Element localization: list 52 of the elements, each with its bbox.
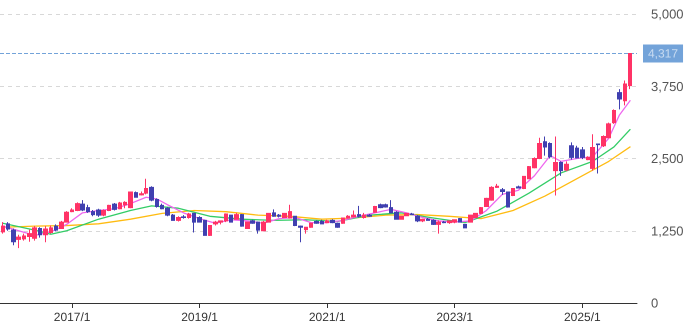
candlestick bbox=[181, 214, 186, 220]
x-tick-label: 2019/1 bbox=[181, 310, 218, 324]
candlestick bbox=[234, 212, 239, 220]
candlestick bbox=[373, 205, 377, 214]
candlestick bbox=[458, 218, 462, 224]
candlestick bbox=[516, 185, 521, 190]
x-tick-label: 2017/1 bbox=[54, 310, 91, 324]
candlestick bbox=[442, 220, 446, 224]
candlestick bbox=[176, 216, 181, 222]
line-series bbox=[2, 146, 631, 228]
candlestick bbox=[54, 224, 58, 232]
y-tick-label: 0 bbox=[651, 296, 658, 310]
y-tick-label: 1,250 bbox=[651, 223, 684, 238]
candlestick bbox=[436, 220, 441, 234]
candlestick bbox=[6, 222, 10, 232]
line-series bbox=[2, 100, 631, 236]
candlestick bbox=[325, 219, 329, 224]
x-tick-label: 2021/1 bbox=[308, 310, 346, 324]
candlestick bbox=[590, 134, 595, 172]
candlestick bbox=[1, 222, 5, 234]
candlestick bbox=[553, 136, 558, 196]
candlestick bbox=[463, 223, 467, 228]
candlestick bbox=[617, 88, 622, 110]
candlestick bbox=[415, 214, 420, 223]
candlestick bbox=[112, 202, 117, 212]
candlestick bbox=[420, 218, 425, 223]
x-tick-label: 2023/1 bbox=[436, 310, 474, 324]
candlestick bbox=[229, 214, 233, 224]
candlestick bbox=[245, 222, 250, 230]
candlestick bbox=[564, 160, 569, 172]
candlestick bbox=[596, 142, 600, 174]
candlestick bbox=[134, 190, 138, 198]
candlestick bbox=[11, 228, 16, 246]
candlestick bbox=[559, 160, 563, 176]
ref-line-label: 4,317 bbox=[648, 46, 678, 60]
candlestick bbox=[410, 212, 414, 216]
candlestick bbox=[367, 213, 372, 218]
candlestick bbox=[240, 213, 244, 228]
candlestick bbox=[362, 212, 366, 220]
y-tick-label: 3,750 bbox=[651, 78, 684, 94]
candlestick bbox=[399, 215, 404, 220]
candlestick bbox=[208, 224, 212, 236]
line-series bbox=[2, 128, 631, 235]
candlestick bbox=[38, 226, 42, 238]
candlestick bbox=[511, 187, 515, 197]
candlestick bbox=[357, 205, 361, 218]
y-tick-label: 2,500 bbox=[651, 151, 684, 166]
x-tick-label: 2025/1 bbox=[564, 310, 602, 324]
y-tick-label: 5,000 bbox=[651, 6, 684, 22]
candlestick bbox=[404, 212, 409, 217]
candlestick bbox=[187, 212, 191, 220]
candlestick bbox=[612, 108, 616, 124]
